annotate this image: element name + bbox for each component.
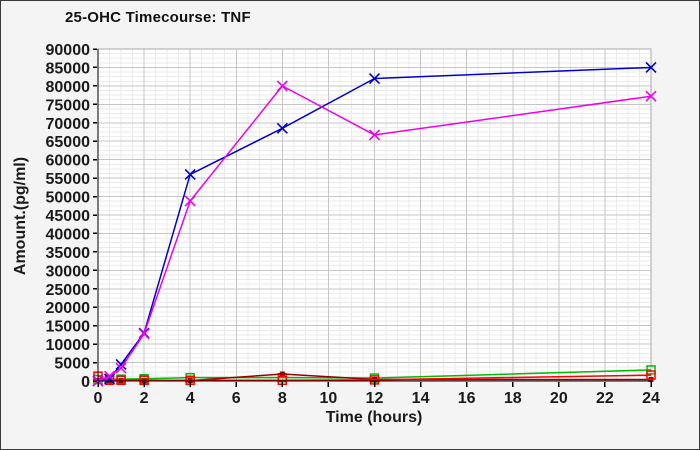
svg-text:75000: 75000 — [46, 97, 91, 114]
svg-text:20000: 20000 — [46, 300, 91, 317]
svg-text:40000: 40000 — [46, 226, 91, 243]
svg-text:35000: 35000 — [46, 245, 91, 262]
svg-text:16: 16 — [458, 390, 476, 407]
svg-text:0: 0 — [94, 390, 103, 407]
svg-text:50000: 50000 — [46, 190, 91, 207]
chart-title: 25-OHC Timecourse: TNF — [65, 9, 251, 26]
svg-text:25000: 25000 — [46, 282, 91, 299]
svg-text:85000: 85000 — [46, 60, 91, 77]
svg-text:90000: 90000 — [46, 42, 91, 59]
svg-text:80000: 80000 — [46, 79, 91, 96]
svg-text:0: 0 — [81, 374, 90, 391]
svg-text:24: 24 — [642, 390, 660, 407]
svg-text:4: 4 — [186, 390, 195, 407]
svg-text:10000: 10000 — [46, 337, 91, 354]
svg-text:15000: 15000 — [46, 319, 91, 336]
svg-text:2: 2 — [140, 390, 149, 407]
svg-text:8: 8 — [278, 390, 287, 407]
svg-text:18: 18 — [504, 390, 522, 407]
svg-text:22: 22 — [596, 390, 614, 407]
svg-text:20: 20 — [550, 390, 568, 407]
svg-text:5000: 5000 — [54, 356, 90, 373]
svg-text:12: 12 — [366, 390, 384, 407]
svg-text:30000: 30000 — [46, 263, 91, 280]
svg-text:65000: 65000 — [46, 134, 91, 151]
svg-text:10: 10 — [320, 390, 338, 407]
svg-text:6: 6 — [232, 390, 241, 407]
svg-text:70000: 70000 — [46, 116, 91, 133]
svg-text:14: 14 — [412, 390, 430, 407]
y-axis-label: Amount.(pg/ml) — [12, 156, 29, 276]
x-axis-label: Time (hours) — [325, 409, 423, 426]
svg-text:55000: 55000 — [46, 171, 91, 188]
svg-text:60000: 60000 — [46, 153, 91, 170]
svg-text:45000: 45000 — [46, 208, 91, 225]
